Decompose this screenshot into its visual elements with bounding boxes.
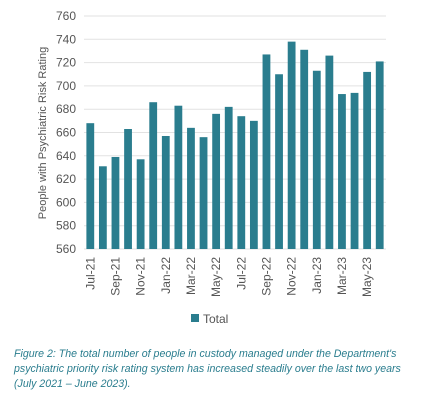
- x-tick-label: Jan-22: [159, 257, 173, 294]
- x-axis-ticks: Jul-21 Sep-21 Nov-21 Jan-22 Mar-22 May-22 Jul-…: [83, 257, 374, 297]
- bar-jun-22: [224, 106, 233, 250]
- x-tick-label: Nov-22: [285, 257, 299, 296]
- bar-mar-22: [187, 127, 195, 249]
- bar-chart: 560 580 600 620 640 660 680 700 720 740 760 Jul-21…: [37, 9, 386, 326]
- bar-sep-22: [262, 54, 271, 249]
- bar-may-23: [363, 71, 372, 249]
- y-tick-label: 560: [56, 242, 76, 256]
- bar-may-22: [212, 113, 221, 249]
- x-tick-label: Jul-22: [234, 257, 248, 290]
- y-tick-label: 700: [56, 79, 76, 93]
- bar-jul-21: [86, 123, 95, 249]
- x-tick-label: Sep-21: [108, 257, 122, 296]
- x-tick-label: Mar-22: [184, 257, 198, 295]
- bar-feb-23: [325, 55, 334, 249]
- y-tick-label: 760: [56, 9, 76, 23]
- y-tick-label: 600: [56, 195, 76, 209]
- y-tick-label: 640: [56, 149, 76, 163]
- y-tick-label: 620: [56, 172, 76, 186]
- legend-swatch-total: [191, 314, 199, 322]
- x-tick-label: Jul-21: [83, 257, 97, 290]
- bar-mar-23: [338, 94, 346, 250]
- legend: Total: [191, 312, 228, 326]
- bar-apr-22: [199, 137, 208, 249]
- bar-nov-21: [136, 159, 145, 249]
- figure-caption: Figure 2: The total number of people in …: [14, 348, 401, 390]
- bars: [86, 41, 384, 250]
- bar-feb-22: [174, 105, 183, 249]
- x-tick-label: Mar-23: [335, 257, 349, 295]
- y-tick-label: 660: [56, 126, 76, 140]
- bar-jan-23: [312, 70, 321, 249]
- x-tick-label: Nov-21: [134, 257, 148, 296]
- x-tick-label: Sep-22: [259, 257, 273, 296]
- bar-aug-22: [249, 120, 258, 249]
- bar-oct-21: [124, 129, 132, 249]
- bar-sep-21: [111, 156, 120, 249]
- y-tick-label: 580: [56, 219, 76, 233]
- y-tick-label: 720: [56, 56, 76, 70]
- bar-dec-22: [300, 49, 309, 249]
- y-axis-title: People with Psychiatric Risk Rating: [37, 47, 49, 219]
- bar-nov-22: [287, 41, 296, 249]
- x-tick-label: May-23: [360, 257, 374, 297]
- bar-jan-22: [161, 135, 170, 249]
- bar-aug-21: [98, 166, 107, 249]
- bar-jul-22: [237, 116, 246, 249]
- x-tick-label: Jan-23: [310, 257, 324, 294]
- bar-apr-23: [350, 92, 359, 249]
- bar-dec-21: [149, 102, 158, 250]
- gridlines: [84, 15, 386, 250]
- y-tick-label: 680: [56, 102, 76, 116]
- bar-jun-23: [375, 61, 384, 250]
- y-axis-ticks: 560 580 600 620 640 660 680 700 720 740 760: [56, 9, 76, 256]
- legend-label-total: Total: [203, 312, 228, 326]
- bar-oct-22: [275, 74, 283, 249]
- x-tick-label: May-22: [209, 257, 223, 297]
- y-tick-label: 740: [56, 32, 76, 46]
